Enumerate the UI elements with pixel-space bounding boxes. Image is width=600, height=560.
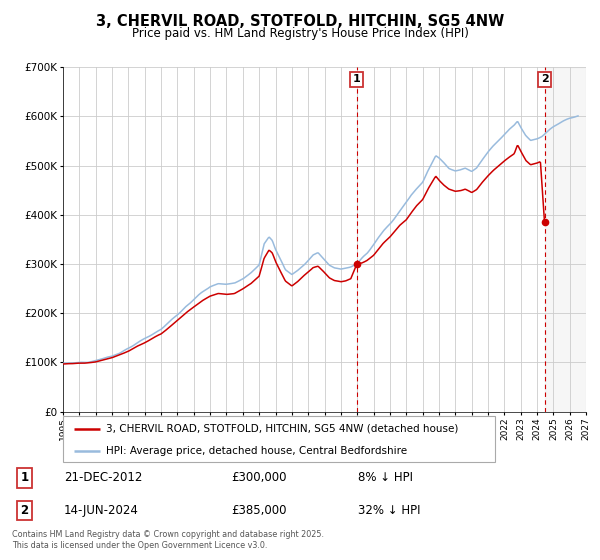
FancyBboxPatch shape — [63, 416, 495, 462]
Text: 3, CHERVIL ROAD, STOTFOLD, HITCHIN, SG5 4NW: 3, CHERVIL ROAD, STOTFOLD, HITCHIN, SG5 … — [96, 14, 504, 29]
Text: Price paid vs. HM Land Registry's House Price Index (HPI): Price paid vs. HM Land Registry's House … — [131, 27, 469, 40]
Bar — [545, 67, 586, 412]
Text: 14-JUN-2024: 14-JUN-2024 — [64, 504, 139, 517]
Text: 21-DEC-2012: 21-DEC-2012 — [64, 471, 142, 484]
Text: 3, CHERVIL ROAD, STOTFOLD, HITCHIN, SG5 4NW (detached house): 3, CHERVIL ROAD, STOTFOLD, HITCHIN, SG5 … — [106, 424, 458, 434]
Text: Contains HM Land Registry data © Crown copyright and database right 2025.
This d: Contains HM Land Registry data © Crown c… — [12, 530, 324, 550]
Text: 2: 2 — [541, 74, 548, 84]
Text: 32% ↓ HPI: 32% ↓ HPI — [358, 504, 420, 517]
Text: £385,000: £385,000 — [231, 504, 286, 517]
Text: 1: 1 — [353, 74, 361, 84]
Text: 2: 2 — [20, 504, 29, 517]
Text: HPI: Average price, detached house, Central Bedfordshire: HPI: Average price, detached house, Cent… — [106, 446, 407, 455]
Text: 8% ↓ HPI: 8% ↓ HPI — [358, 471, 413, 484]
Text: £300,000: £300,000 — [231, 471, 286, 484]
Text: 1: 1 — [20, 471, 29, 484]
